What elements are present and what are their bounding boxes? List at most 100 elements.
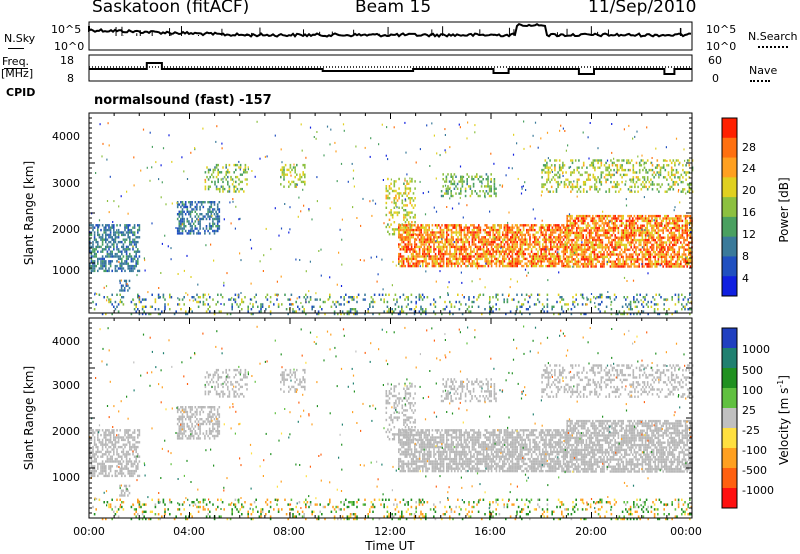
power-scatter-cell <box>250 312 253 316</box>
power-scatter-cell <box>105 269 107 273</box>
power-scatter-cell <box>524 243 526 246</box>
power-scatter-cell <box>372 298 374 301</box>
power-scatter-cell <box>604 219 607 223</box>
power-speckle <box>112 221 114 223</box>
power-scatter-cell <box>103 264 105 268</box>
power-scatter-cell <box>133 250 136 253</box>
power-scatter-cell <box>450 305 453 308</box>
power-scatter-cell <box>614 222 616 225</box>
power-scatter-cell <box>558 260 560 263</box>
power-scatter-cell <box>404 245 406 249</box>
power-scatter-cell <box>239 166 242 169</box>
power-scatter-cell <box>646 171 649 174</box>
power-scatter-cell <box>407 243 410 246</box>
power-scatter-cell <box>627 248 629 251</box>
power-scatter-cell <box>113 248 115 251</box>
power-scatter-cell <box>616 253 618 256</box>
power-scatter-cell <box>652 248 655 251</box>
power-scatter-cell <box>100 264 102 268</box>
power-scatter-cell <box>532 224 534 227</box>
power-scatter-cell <box>542 226 544 229</box>
power-scatter-cell <box>294 183 296 186</box>
power-scatter-cell <box>403 182 405 185</box>
power-scatter-cell <box>133 308 136 311</box>
power-scatter-cell <box>333 312 336 316</box>
power-scatter-cell <box>644 250 647 254</box>
power-scatter-cell <box>629 185 631 189</box>
power-scatter-cell <box>494 250 496 253</box>
power-scatter-cell <box>97 233 99 237</box>
power-scatter-cell <box>482 243 485 246</box>
power-scatter-cell <box>433 248 435 251</box>
power-scatter-cell <box>689 312 691 316</box>
power-scatter-cell <box>664 224 666 227</box>
power-scatter-cell <box>610 173 612 177</box>
power-scatter-cell <box>608 164 611 167</box>
power-scatter-cell <box>385 189 388 193</box>
power-scatter-cell <box>659 238 661 242</box>
power-scatter-cell <box>105 240 107 244</box>
power-scatter-cell <box>434 240 437 244</box>
power-scatter-cell <box>353 308 355 311</box>
power-scatter-cell <box>680 219 682 223</box>
power-scatter-cell <box>503 252 506 256</box>
power-scatter-cell <box>430 233 432 237</box>
power-scatter-cell <box>121 260 123 263</box>
power-scatter-cell <box>573 168 575 172</box>
power-scatter-cell <box>383 300 385 304</box>
power-speckle <box>284 203 286 205</box>
power-scatter-cell <box>447 252 450 256</box>
power-scatter-cell <box>682 168 684 172</box>
power-scatter-cell <box>484 231 486 234</box>
power-scatter-cell <box>457 248 459 251</box>
power-scatter-cell <box>534 224 536 227</box>
power-scatter-cell <box>260 308 262 311</box>
power-scatter-cell <box>442 243 445 246</box>
power-scatter-cell <box>495 303 497 306</box>
power-scatter-cell <box>401 233 403 237</box>
power-scatter-cell <box>570 173 572 177</box>
power-scatter-cell <box>686 229 688 232</box>
power-speckle <box>265 227 267 230</box>
power-scatter-cell <box>516 226 518 229</box>
power-scatter-cell <box>228 171 231 174</box>
power-scatter-cell <box>407 192 410 195</box>
power-scatter-cell <box>670 255 672 259</box>
power-scatter-cell <box>471 236 474 239</box>
power-speckle <box>309 126 312 129</box>
power-scatter-cell <box>643 183 646 186</box>
power-scatter-cell <box>689 229 692 232</box>
power-scatter-cell <box>636 214 639 218</box>
power-scatter-cell <box>635 241 637 244</box>
power-scatter-cell <box>390 182 392 185</box>
power-scatter-cell <box>162 296 165 299</box>
power-scatter-cell <box>407 187 410 190</box>
power-scatter-cell <box>390 187 392 190</box>
power-scatter-cell <box>176 232 179 235</box>
power-scatter-cell <box>656 226 658 230</box>
power-scatter-cell <box>409 228 411 232</box>
power-scatter-cell <box>476 250 478 253</box>
power-scatter-cell <box>651 265 653 268</box>
power-scatter-cell <box>670 258 672 261</box>
power-scatter-cell <box>595 214 597 218</box>
power-scatter-cell <box>590 161 593 165</box>
power-scatter-cell <box>620 234 623 237</box>
power-scatter-cell <box>204 303 206 306</box>
power-scatter-cell <box>644 231 647 235</box>
power-scatter-cell <box>612 265 615 268</box>
power-scatter-cell <box>622 231 624 235</box>
power-scatter-cell <box>542 248 544 251</box>
power-scatter-cell <box>470 257 472 261</box>
power-scatter-cell <box>529 262 531 265</box>
power-scatter-cell <box>681 226 684 230</box>
power-scatter-cell <box>666 312 669 316</box>
power-scatter-cell <box>513 245 515 249</box>
power-speckle <box>665 146 667 149</box>
power-scatter-cell <box>634 183 636 186</box>
power-scatter-cell <box>574 224 576 227</box>
power-scatter-cell <box>199 300 201 304</box>
power-scatter-cell <box>670 241 672 244</box>
power-scatter-cell <box>404 204 407 207</box>
power-scatter-cell <box>473 231 475 234</box>
